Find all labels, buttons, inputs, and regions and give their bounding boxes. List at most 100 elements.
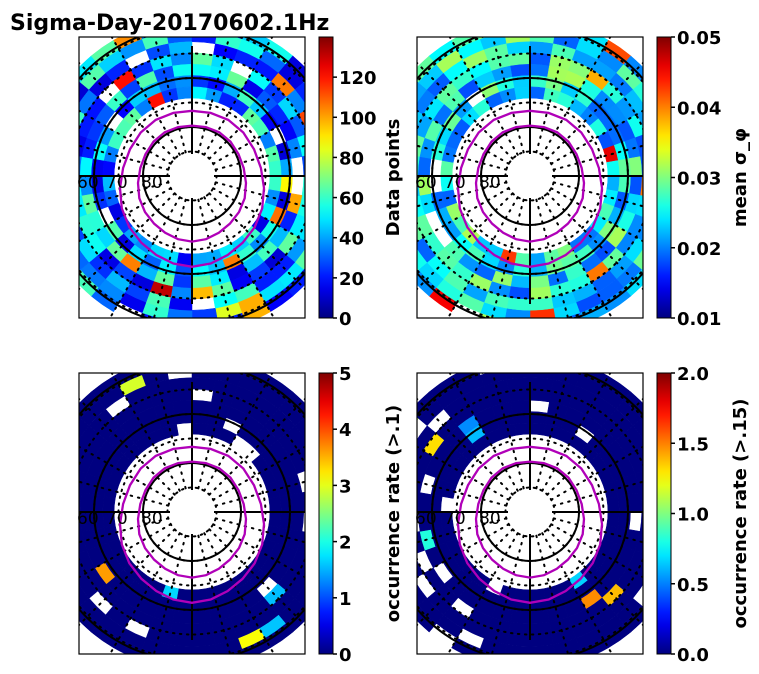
colorbar-tick-label: 2 (339, 533, 352, 554)
dotted-meridian (491, 37, 525, 154)
colorbar-tick-label: 0.01 (677, 309, 721, 330)
heatmap-cell (60, 466, 77, 491)
dotted-meridian (79, 144, 170, 171)
heatmap-cell (508, 52, 531, 67)
mean-sigma-phi-panel: 60 70 80 0.01 0.02 0.03 0.04 0.05 mean σ_φ (415, 19, 751, 330)
heatmap-cell (172, 610, 193, 624)
dotted-meridian (197, 373, 231, 490)
auroral-oval-poleward-boundary (474, 460, 586, 579)
dotted-meridian (446, 532, 519, 654)
dotted-meridian (108, 532, 181, 654)
dotted-meridian (535, 198, 570, 318)
colorbar-gradient (318, 372, 334, 655)
colorbar-tick-label: 0 (339, 645, 352, 666)
heatmap-cell (268, 175, 282, 192)
heatmap-cell (35, 149, 48, 176)
heatmap-cell (58, 176, 71, 199)
heatmap-cell (268, 511, 282, 528)
dotted-meridian (417, 187, 510, 243)
heatmap-cell (639, 511, 643, 533)
dotted-meridian (550, 109, 643, 165)
latitude-label: 70 (106, 173, 128, 193)
latitude-label: 80 (479, 509, 501, 529)
dotted-meridian (208, 397, 305, 496)
heatmap-cell (417, 559, 424, 578)
dotted-meridian (153, 37, 187, 154)
latitude-label: 70 (106, 509, 128, 529)
heatmap-cell (170, 388, 193, 403)
latitude-label: 80 (141, 509, 163, 529)
dotted-meridian (152, 198, 187, 318)
colorbar-tick-label: 20 (339, 269, 364, 290)
heatmap-cell (606, 511, 620, 528)
dotted-meridian (541, 37, 612, 156)
dotted-meridian (203, 532, 276, 654)
heatmap-cell (529, 86, 546, 100)
heatmap-cell (46, 512, 59, 537)
dotted-meridian (79, 480, 170, 507)
colorbar: 0.0 0.5 1.0 1.5 2.0 occurrence rate (>.15) (656, 364, 751, 666)
dotted-meridian (152, 534, 187, 654)
dotted-meridian (203, 37, 274, 156)
heatmap-cell (58, 153, 71, 176)
heatmap-cell (170, 52, 193, 67)
dotted-meridian (448, 373, 519, 492)
dotted-meridian (417, 144, 508, 171)
occurrence-rate-015-panel: 60 70 80 0.0 0.5 1.0 1.5 2.0 occurrence rate (>.… (415, 355, 751, 666)
dotted-meridian (197, 37, 231, 154)
heatmap-cell (60, 533, 77, 558)
heatmap-cell (38, 537, 56, 565)
dotted-meridian (79, 397, 176, 496)
heatmap-cell (55, 558, 75, 585)
dotted-meridian (490, 534, 525, 654)
heatmap-cell (45, 226, 66, 255)
heatmap-cell (191, 64, 212, 78)
heatmap-cell (191, 86, 208, 100)
heatmap-cells (417, 355, 643, 654)
dotted-meridian (417, 480, 508, 507)
heatmap-cell (301, 491, 305, 513)
dotted-meridian (541, 532, 614, 654)
heatmap-cell (510, 274, 531, 288)
heatmap-cell (49, 462, 66, 488)
dotted-meridian (550, 523, 643, 579)
heatmap-cell (79, 603, 81, 608)
colorbar-tick-label: 60 (339, 189, 364, 210)
heatmap-cell (45, 98, 66, 127)
colorbar-tick-label: 100 (339, 108, 377, 129)
heatmap-cell (639, 155, 643, 177)
colorbar-tick-label: 5 (339, 364, 352, 385)
axes-frame (78, 36, 306, 319)
auroral-oval-equatorward-boundary (456, 109, 604, 268)
colorbar-tick-label: 0.03 (677, 169, 721, 190)
colorbar-tick-label: 2.0 (677, 364, 709, 385)
dotted-meridian (79, 61, 176, 160)
heatmap-cell (60, 197, 77, 222)
colorbar-gradient (318, 36, 334, 319)
latitude-label: 60 (77, 509, 99, 529)
colorbar-tick-label: 0.0 (677, 645, 709, 666)
colorbar-label: occurrence rate (>.1) (383, 405, 404, 622)
heatmap-cell (172, 274, 193, 288)
heatmap-cell (639, 175, 643, 197)
auroral-oval-equatorward-boundary (118, 445, 266, 604)
dotted-meridian (535, 534, 570, 654)
dotted-meridian (552, 144, 643, 171)
auroral-oval-poleward-boundary (136, 124, 248, 243)
heatmap-cell (508, 388, 531, 403)
dotted-meridian (535, 373, 569, 490)
dotted-meridian (546, 397, 643, 496)
colorbar-tick-label: 0.04 (677, 98, 721, 119)
heatmap-cell (165, 319, 192, 332)
heatmap-cell (417, 267, 419, 272)
heatmap-cell (628, 156, 642, 177)
heatmap-cell (530, 19, 557, 32)
heatmap-cell (530, 355, 557, 368)
dotted-meridian (446, 196, 519, 318)
heatmap-cell (172, 64, 193, 78)
dotted-meridian (79, 187, 172, 243)
dotted-meridian (208, 528, 305, 627)
heatmap-cells (35, 37, 305, 332)
heatmap-cell (79, 267, 81, 272)
